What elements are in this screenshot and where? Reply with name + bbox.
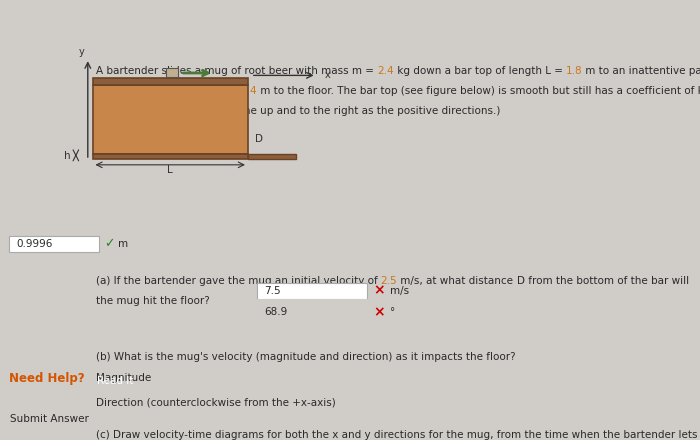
Bar xyxy=(88,373,142,388)
Bar xyxy=(248,154,295,159)
Text: m/s, at what distance: m/s, at what distance xyxy=(398,276,517,286)
Text: h: h xyxy=(64,150,71,161)
Text: (a) If the bartender gave the mug an initial velocity of: (a) If the bartender gave the mug an ini… xyxy=(96,276,381,286)
Text: Need Help?: Need Help? xyxy=(9,371,85,385)
Text: m to an inattentive patron: m to an inattentive patron xyxy=(582,66,700,77)
Text: . (Assume up and to the right as the positive directions.): . (Assume up and to the right as the pos… xyxy=(205,106,500,116)
Text: the mug hit the floor?: the mug hit the floor? xyxy=(96,296,209,306)
Text: ×: × xyxy=(373,284,385,298)
Text: 2.5: 2.5 xyxy=(381,276,398,286)
Text: Submit Answer: Submit Answer xyxy=(10,414,89,424)
Text: m to the floor. The bar top (see figure below) is smooth but still has a coeffic: m to the floor. The bar top (see figure … xyxy=(257,86,700,96)
Text: kg down a bar top of length L =: kg down a bar top of length L = xyxy=(393,66,566,77)
Text: from the bottom of the bar will: from the bottom of the bar will xyxy=(524,276,689,286)
Text: who lets it fall a height h =: who lets it fall a height h = xyxy=(96,86,241,96)
Bar xyxy=(257,304,368,320)
Text: x: x xyxy=(324,70,330,81)
Text: friction of μₖ =: friction of μₖ = xyxy=(96,106,176,116)
Text: 68.9: 68.9 xyxy=(264,307,287,317)
Text: Direction (counterclockwise from the +x-axis): Direction (counterclockwise from the +x-… xyxy=(96,398,339,408)
Text: D: D xyxy=(255,134,263,144)
Text: m/s: m/s xyxy=(390,286,409,296)
Text: ×: × xyxy=(373,305,385,319)
Text: y: y xyxy=(79,47,85,57)
Text: ✓: ✓ xyxy=(104,238,115,251)
Bar xyxy=(92,85,248,154)
Bar xyxy=(257,283,368,299)
Text: D: D xyxy=(517,276,524,286)
Text: L: L xyxy=(167,165,173,175)
Text: A bartender slides a mug of root beer with mass m =: A bartender slides a mug of root beer wi… xyxy=(96,66,377,77)
Text: Magnitude: Magnitude xyxy=(96,373,151,383)
Text: °: ° xyxy=(390,307,395,317)
Text: 1.8: 1.8 xyxy=(566,66,582,77)
Text: m: m xyxy=(118,239,128,249)
Bar xyxy=(9,236,99,252)
Text: 0.078: 0.078 xyxy=(176,106,205,116)
Text: 7.5: 7.5 xyxy=(264,286,281,296)
Text: Read It: Read It xyxy=(97,375,134,385)
Text: 2.4: 2.4 xyxy=(377,66,393,77)
Text: 0.9996: 0.9996 xyxy=(16,239,52,249)
Text: 1.4: 1.4 xyxy=(241,86,257,96)
Text: (b) What is the mug's velocity (magnitude and direction) as it impacts the floor: (b) What is the mug's velocity (magnitud… xyxy=(96,352,515,362)
Text: (c) Draw velocity-time diagrams for both the x and y directions for the mug, fro: (c) Draw velocity-time diagrams for both… xyxy=(96,429,697,440)
Bar xyxy=(92,154,248,159)
Bar xyxy=(166,68,178,77)
Bar xyxy=(3,411,96,427)
Bar xyxy=(92,78,248,85)
